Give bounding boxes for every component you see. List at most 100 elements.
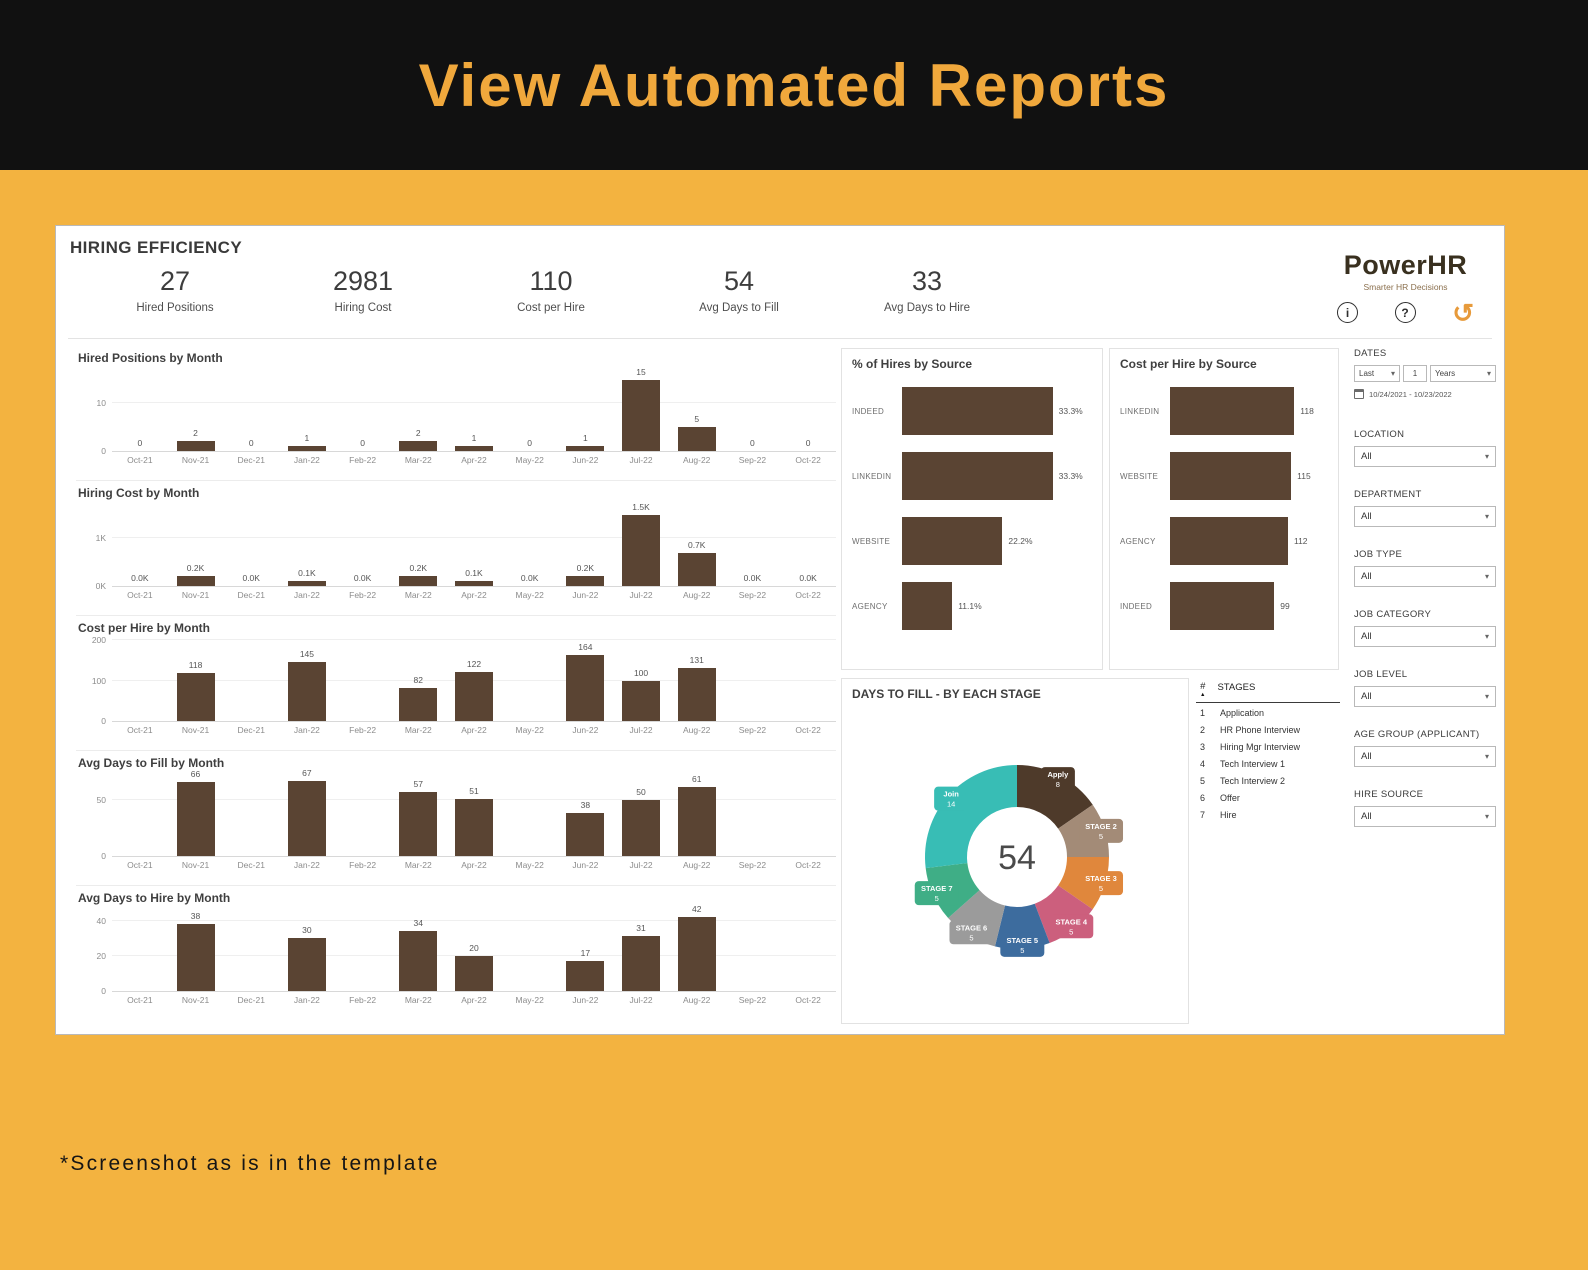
header-divider <box>68 338 1492 339</box>
bar-value-label: 145 <box>299 649 314 660</box>
bar <box>622 514 661 586</box>
bar-column: 0.1K <box>446 505 502 586</box>
filter-select[interactable]: All ▾ <box>1354 686 1496 707</box>
bar-value-label: 2 <box>415 428 421 439</box>
gridline <box>112 954 836 956</box>
kpi-value: 110 <box>529 266 573 296</box>
category-label: Apr-22 <box>461 455 487 465</box>
hbar-row: WEBSITE 115 <box>1120 452 1328 500</box>
filter-job-level: JOB LEVEL All ▾ <box>1354 669 1496 707</box>
header-icons: i ? ↺ <box>1323 297 1488 328</box>
filter-age-group-applicant-: AGE GROUP (APPLICANT) All ▾ <box>1354 729 1496 767</box>
bar <box>454 446 493 451</box>
filter-label: LOCATION <box>1354 429 1405 440</box>
info-icon[interactable]: i <box>1337 302 1358 323</box>
dates-unit-select[interactable]: Years ▾ <box>1430 365 1496 382</box>
category-label: Dec-21 <box>237 590 265 600</box>
bar-column: 2 <box>390 370 446 451</box>
bar-column: 1 <box>279 370 335 451</box>
stage-number: 7 <box>1200 810 1206 820</box>
bar-value-label: 33.3% <box>1058 406 1083 416</box>
category-label: May-22 <box>515 725 544 735</box>
bars: 66 67 57 51 38 50 61 <box>112 768 836 856</box>
bar <box>622 936 661 991</box>
bar <box>902 582 953 630</box>
table-row: 1 Application <box>1196 703 1340 720</box>
date-range: 10/24/2021 - 10/23/2022 <box>1354 389 1496 399</box>
bar-value-label: 112 <box>1293 536 1308 546</box>
y-tick-label: 0 <box>101 851 106 861</box>
dates-mode-select[interactable]: Last ▾ <box>1354 365 1400 382</box>
column-header-stages[interactable]: STAGES <box>1217 682 1256 693</box>
bar-column: 0 <box>223 370 279 451</box>
help-icon[interactable]: ? <box>1394 302 1416 323</box>
stages-table: # ▲ STAGES 1 Application 2 HR Phone Intervi… <box>1196 678 1340 888</box>
category-label: Dec-21 <box>237 725 265 735</box>
filter-select[interactable]: All ▾ <box>1354 806 1496 827</box>
svg-text:STAGE 3: STAGE 3 <box>1085 874 1117 883</box>
bar-value-label: 0.0K <box>743 573 762 583</box>
chart-hired-positions-by-month: Hired Positions by Month 0 10 0 2 0 1 0 2 1 0 1 15 5… <box>76 346 836 481</box>
bar-column <box>725 775 781 856</box>
svg-text:STAGE 4: STAGE 4 <box>1055 917 1087 926</box>
bar-value-label: 0 <box>248 438 254 448</box>
kpi-value: 54 <box>723 266 755 296</box>
plot-area: 0K 1K 0.0K 0.2K 0.0K 0.1K 0.0K 0.2K 0.1K 0.0K 0.2K… <box>96 501 836 591</box>
category-label: May-22 <box>515 860 544 870</box>
filter-select[interactable]: All ▾ <box>1354 566 1496 587</box>
category-label: Oct-21 <box>127 455 153 465</box>
filter-select[interactable]: All ▾ <box>1354 626 1496 647</box>
category-label: Sep-22 <box>738 860 767 870</box>
category-label: Feb-22 <box>349 995 377 1005</box>
bar-value-label: 100 <box>633 667 649 678</box>
chart-title: % of Hires by Source <box>852 357 973 371</box>
dates-count-input[interactable]: 1 <box>1403 365 1427 382</box>
category-label: Oct-21 <box>127 590 153 600</box>
bar-value-label: 51 <box>469 785 479 796</box>
bar-value-label: 1 <box>471 433 477 444</box>
bar-track: 33.3% <box>902 387 1092 435</box>
donut-label-stage-6: STAGE 65 <box>949 920 994 945</box>
bar-value-label: 38 <box>190 911 201 922</box>
filter-label: DEPARTMENT <box>1354 489 1422 500</box>
gridline <box>112 402 836 404</box>
category-label: WEBSITE <box>852 536 891 546</box>
svg-text:5: 5 <box>1099 832 1103 841</box>
chart-days-to-fill-by-stage: DAYS TO FILL - BY EACH STAGE Apply 8 STAGE… <box>841 678 1189 1024</box>
category-label: Sep-22 <box>738 455 767 465</box>
kpi-avg-days-to-hire: 33 Avg Days to Hire <box>833 266 1021 330</box>
category-label: Aug-22 <box>683 590 711 600</box>
bar <box>566 654 605 721</box>
filter-value: All <box>1361 811 1372 822</box>
stages-rows: 1 Application 2 HR Phone Interview 3 Hiring M… <box>1196 703 1340 822</box>
bar-value-label: 118 <box>1300 406 1314 416</box>
category-label: Apr-22 <box>461 995 487 1005</box>
filter-job-category: JOB CATEGORY All ▾ <box>1354 609 1496 647</box>
filter-label: DATES <box>1354 348 1387 359</box>
gridline <box>112 537 836 539</box>
category-label: Jun-22 <box>572 590 599 600</box>
bar-column: 122 <box>446 640 502 721</box>
bar-value-label: 1.5K <box>632 501 650 512</box>
category-label: LINKEDIN <box>852 471 892 481</box>
bar-value-label: 164 <box>578 641 593 652</box>
svg-text:14: 14 <box>947 800 955 809</box>
bar-value-label: 0 <box>750 438 755 448</box>
filter-select[interactable]: All ▾ <box>1354 446 1496 467</box>
hbar-row: WEBSITE 22.2% <box>852 517 1092 565</box>
chevron-down-icon: ▾ <box>1484 452 1489 461</box>
filter-select[interactable]: All ▾ <box>1354 746 1496 767</box>
bar-value-label: 57 <box>413 778 424 789</box>
filter-select[interactable]: All ▾ <box>1354 506 1496 527</box>
bar-column: 131 <box>669 640 725 721</box>
category-label: Dec-21 <box>237 860 265 870</box>
bar-track: 112 <box>1170 517 1328 565</box>
bar-column <box>780 640 836 721</box>
reset-icon[interactable]: ↺ <box>1452 297 1474 328</box>
category-label: Jul-22 <box>629 725 653 735</box>
y-tick-label: 0 <box>101 446 106 456</box>
column-header-number[interactable]: # ▲ <box>1200 681 1206 698</box>
bar-column: 67 <box>279 768 335 856</box>
bar-value-label: 0 <box>137 438 143 448</box>
kpi-cost-per-hire: 110 Cost per Hire <box>457 266 645 330</box>
